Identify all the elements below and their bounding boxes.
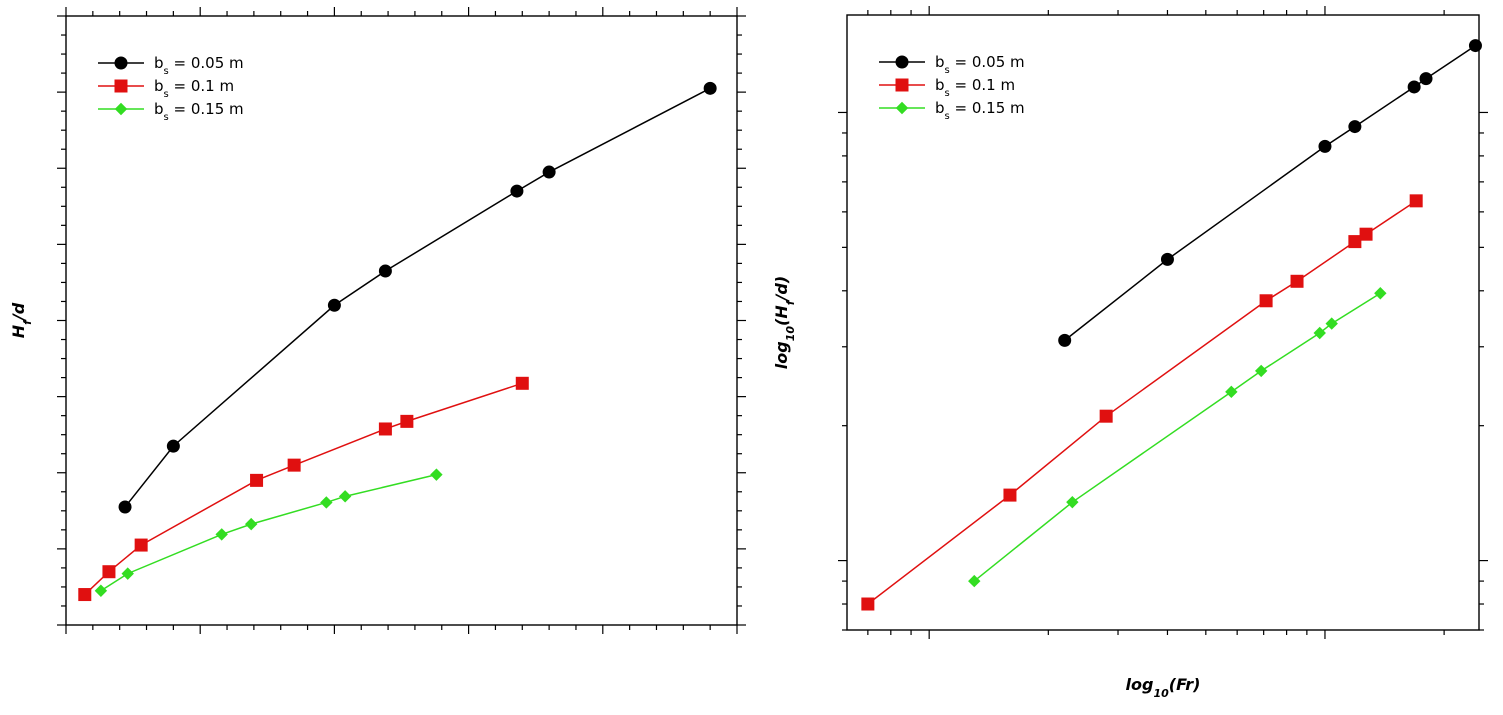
legend-marker (114, 56, 128, 70)
legend-label: bs = 0.15 m (935, 99, 1025, 122)
data-point (250, 473, 264, 487)
data-point (1374, 287, 1387, 300)
data-point (861, 597, 875, 611)
data-point (166, 439, 180, 453)
legend-item: bs = 0.15 m (879, 99, 1025, 122)
data-point (1099, 409, 1113, 423)
data-point (94, 584, 108, 597)
data-point (378, 264, 392, 278)
data-point (510, 184, 524, 198)
series-3 (968, 287, 1387, 588)
data-point (215, 528, 228, 541)
data-point (78, 588, 92, 602)
x-axis-title: log10(Fr) (1126, 675, 1201, 700)
panel-a-linear-chart: Hf/d bs = 0.05 mbs = 0.1 mbs = 0.15 m (9, 7, 746, 634)
data-point (1259, 294, 1273, 308)
plot-frame (846, 14, 1480, 631)
plot-frame (65, 15, 738, 626)
data-point (1468, 39, 1482, 53)
series-line (124, 87, 711, 508)
series-2 (78, 376, 529, 602)
legend: bs = 0.05 mbs = 0.1 mbs = 0.15 m (98, 54, 244, 123)
data-point (320, 496, 333, 509)
data-point (1407, 80, 1421, 94)
data-point (1325, 317, 1338, 330)
legend-item: bs = 0.1 m (879, 76, 1015, 99)
legend-item: bs = 0.05 m (879, 53, 1025, 76)
data-point (1359, 227, 1373, 241)
data-point (378, 422, 392, 436)
series-line (867, 200, 1417, 605)
legend-label: bs = 0.05 m (154, 54, 244, 77)
data-point (118, 500, 132, 514)
data-point (1003, 488, 1017, 502)
series-1 (118, 81, 717, 514)
data-point (1254, 364, 1268, 378)
data-point (1058, 333, 1072, 347)
legend-marker (114, 102, 128, 116)
legend-item: bs = 0.1 m (98, 77, 234, 100)
data-point (1318, 139, 1332, 153)
data-point (542, 165, 556, 179)
y-axis-title: Hf/d (9, 302, 34, 338)
data-point (1313, 326, 1326, 340)
data-point (968, 574, 981, 588)
data-point (1348, 120, 1362, 134)
data-point (515, 376, 529, 390)
data-point (400, 414, 414, 428)
series-line (84, 382, 523, 596)
y-axis-title: log10(Hf/d) (772, 276, 797, 369)
data-point (121, 567, 134, 580)
legend-item: bs = 0.15 m (98, 100, 244, 123)
data-point (338, 490, 352, 503)
legend-marker (895, 78, 909, 92)
data-point (287, 458, 301, 472)
series-line (100, 473, 437, 592)
data-point (1290, 274, 1304, 288)
series-3 (94, 468, 443, 597)
data-point (1419, 72, 1433, 86)
data-point (1225, 385, 1238, 399)
legend-label: bs = 0.1 m (154, 77, 234, 100)
data-point (1160, 252, 1174, 266)
legend-item: bs = 0.05 m (98, 54, 244, 77)
legend-label: bs = 0.05 m (935, 53, 1025, 76)
data-point (102, 565, 116, 579)
data-point (703, 81, 717, 95)
data-point (1348, 235, 1362, 249)
data-point (327, 298, 341, 312)
series-1 (1058, 39, 1482, 347)
legend-label: bs = 0.15 m (154, 100, 244, 123)
data-point (1066, 495, 1079, 509)
legend: bs = 0.05 mbs = 0.1 mbs = 0.15 m (879, 53, 1025, 122)
legend-label: bs = 0.1 m (935, 76, 1015, 99)
data-point (430, 468, 443, 481)
series-2 (861, 194, 1423, 611)
legend-marker (114, 79, 128, 93)
legend-marker (895, 101, 909, 115)
panel-b-log-chart: log10(Fr) log10(Hf/d) bs = 0.05 mbs = 0.1 … (772, 6, 1488, 700)
data-point (134, 538, 148, 552)
data-point (244, 517, 258, 531)
legend-marker (895, 55, 909, 69)
data-point (1409, 194, 1423, 208)
